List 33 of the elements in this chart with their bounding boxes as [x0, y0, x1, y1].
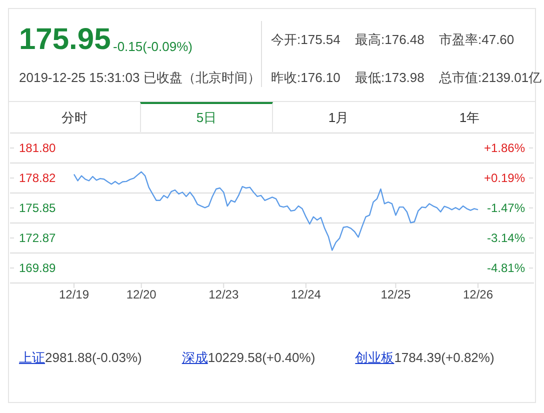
y-tick-label: 178.82: [19, 171, 56, 186]
text: 上证: [19, 350, 45, 365]
text: 总市值:2139.01亿: [439, 69, 542, 87]
x-tick-label: 12/24: [290, 288, 322, 302]
text: 昨收:176.10: [271, 69, 340, 87]
y2-tick-label: -3.14%: [486, 230, 526, 245]
text: 2019-12-25 15:31:03 已收盘（北京时间）: [19, 69, 260, 87]
period-tabs: 分时 5日 1月 1年: [9, 101, 535, 132]
text: 最低:173.98: [355, 69, 424, 87]
y-tick-label: 169.89: [19, 260, 56, 275]
text: 1784.39(+0.82%): [394, 350, 494, 365]
text: 创业板: [355, 350, 394, 365]
y2-tick-label: -4.81%: [486, 261, 526, 276]
text: 市盈率:47.60: [439, 31, 514, 49]
x-tick-label: 12/26: [462, 288, 494, 302]
y2-tick-label: +0.19%: [484, 171, 526, 186]
x-tick-label: 12/20: [126, 288, 157, 302]
x-tick-label: 12/19: [58, 288, 90, 302]
y2-tick-label: -1.47%: [486, 200, 526, 215]
text: 最高:176.48: [355, 31, 424, 49]
text: -0.15(-0.09%): [113, 39, 192, 54]
y-tick-label: 175.85: [19, 200, 56, 215]
text: 175.95: [19, 23, 111, 57]
x-tick-label: 12/23: [208, 288, 239, 302]
y-tick-label: 181.80: [19, 141, 56, 156]
text: 2981.88(-0.03%): [45, 350, 142, 365]
line-series: [73, 171, 479, 251]
y-tick-label: 172.87: [19, 230, 56, 245]
y2-tick-label: +1.86%: [484, 140, 526, 155]
x-tick-label: 12/25: [380, 288, 412, 302]
text: 深成: [182, 350, 208, 365]
text: 今开:175.54: [271, 31, 340, 49]
text: 10229.58(+0.40%): [208, 350, 316, 365]
